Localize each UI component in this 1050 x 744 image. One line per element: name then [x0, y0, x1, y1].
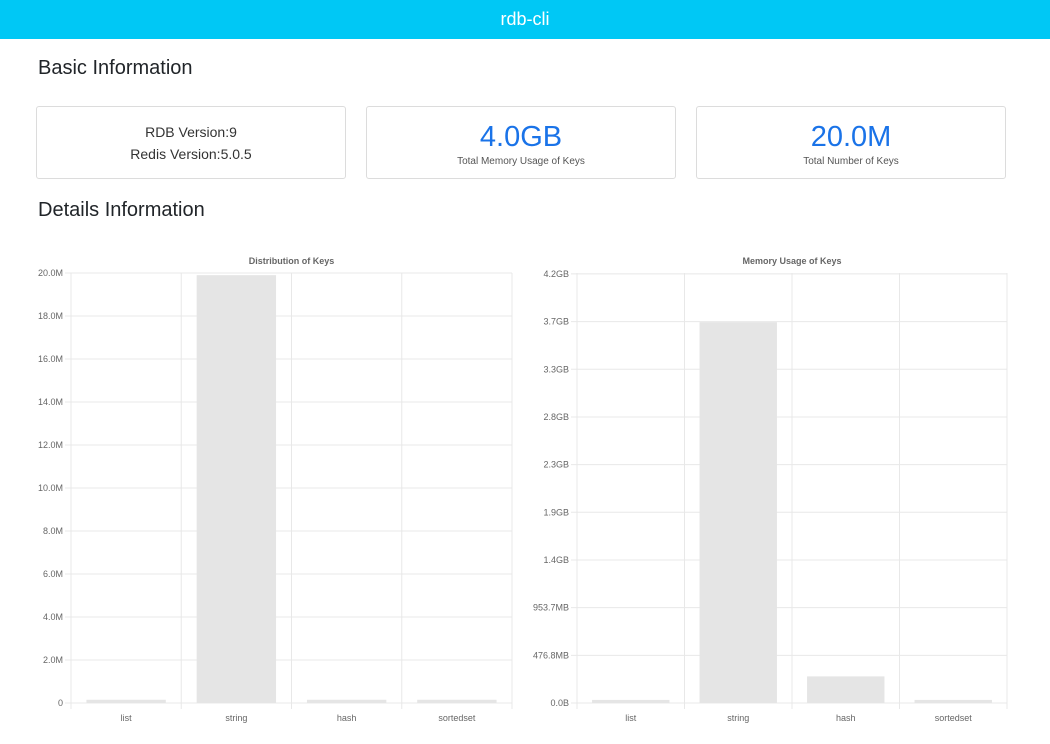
mem-y-tick-label: 1.9GB — [543, 507, 569, 517]
mem-bar-hash[interactable] — [807, 676, 885, 703]
mem-x-tick-label: list — [625, 713, 636, 723]
details-information-heading: Details Information — [38, 199, 205, 221]
mem-y-tick-label: 0.0B — [550, 698, 569, 708]
dist-y-tick-label: 12.0M — [38, 440, 63, 450]
dist-bar-string[interactable] — [196, 275, 277, 703]
rdb-version-value: 9 — [229, 124, 237, 140]
memory-usage-of-keys-chart: Memory Usage of Keys 0.0B 476.8MB 953.7MB 1.… — [533, 256, 1008, 723]
memory-usage-card: 4.0GB Total Memory Usage of Keys — [366, 106, 676, 179]
dist-x-tick-label: hash — [337, 713, 357, 723]
dist-x-tick-label: list — [121, 713, 132, 723]
distribution-of-keys-chart: Distribution of Keys 0 2.0M 4.0M 6.0M 8.0M 10.… — [38, 256, 513, 723]
dist-y-tick-label: 16.0M — [38, 354, 63, 364]
dist-bar-sortedset[interactable] — [417, 699, 497, 703]
mem-x-tick-label: string — [727, 713, 749, 723]
mem-y-tick-label: 4.2GB — [543, 269, 569, 279]
memory-usage-value: 4.0GB — [479, 121, 563, 153]
mem-x-tick-label: hash — [836, 713, 856, 723]
dist-x-tick-label: sortedset — [438, 713, 476, 723]
rdb-version-line: RDB Version:9 — [37, 121, 345, 143]
mem-y-tick-label: 2.3GB — [543, 460, 569, 470]
mem-y-tick-label: 3.7GB — [543, 317, 569, 327]
dist-y-tick-label: 14.0M — [38, 397, 63, 407]
dist-y-tick-label: 4.0M — [43, 612, 63, 622]
basic-information-heading: Basic Information — [38, 57, 193, 79]
dist-y-tick-label: 20.0M — [38, 268, 63, 278]
dist-y-tick-label: 2.0M — [43, 655, 63, 665]
mem-bar-sortedset[interactable] — [914, 699, 992, 703]
dist-y-tick-label: 8.0M — [43, 526, 63, 536]
mem-bar-string[interactable] — [699, 322, 777, 703]
version-card: RDB Version:9 Redis Version:5.0.5 — [36, 106, 346, 179]
dist-y-tick-label: 0 — [58, 698, 63, 708]
mem-chart-title: Memory Usage of Keys — [742, 256, 841, 266]
dist-bar-list[interactable] — [86, 699, 166, 703]
memory-usage-label: Total Memory Usage of Keys — [457, 156, 585, 167]
mem-x-tick-label: sortedset — [935, 713, 973, 723]
redis-version-value: 5.0.5 — [220, 146, 252, 162]
key-count-value: 20.0M — [810, 121, 892, 153]
redis-version-line: Redis Version:5.0.5 — [37, 143, 345, 165]
dist-bar-hash[interactable] — [306, 699, 387, 703]
mem-y-tick-label: 1.4GB — [543, 555, 569, 565]
mem-y-tick-label: 3.3GB — [543, 364, 569, 374]
dist-chart-title: Distribution of Keys — [249, 256, 335, 266]
app-title: rdb-cli — [500, 9, 550, 29]
mem-y-tick-label: 2.8GB — [543, 412, 569, 422]
dist-y-tick-label: 18.0M — [38, 311, 63, 321]
key-count-card: 20.0M Total Number of Keys — [696, 106, 1006, 179]
dist-y-tick-label: 10.0M — [38, 483, 63, 493]
dist-x-tick-label: string — [225, 713, 247, 723]
mem-y-tick-label: 476.8MB — [533, 650, 569, 660]
mem-y-tick-label: 953.7MB — [533, 603, 569, 613]
redis-version-label: Redis Version: — [130, 146, 221, 162]
mem-bar-list[interactable] — [592, 699, 670, 703]
app-header: rdb-cli — [0, 0, 1050, 39]
key-count-label: Total Number of Keys — [803, 156, 899, 167]
dist-y-tick-label: 6.0M — [43, 569, 63, 579]
rdb-version-label: RDB Version: — [145, 124, 230, 140]
